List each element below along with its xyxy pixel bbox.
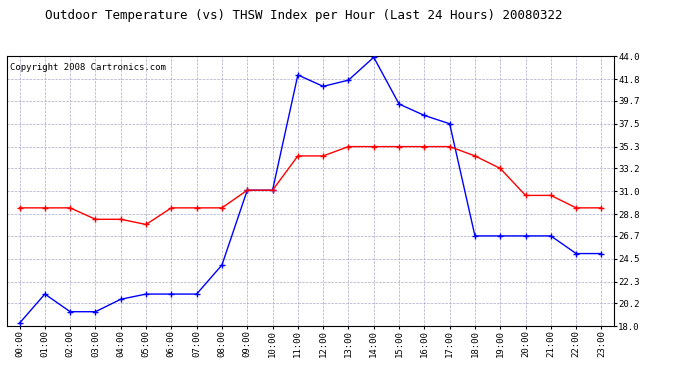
Text: Copyright 2008 Cartronics.com: Copyright 2008 Cartronics.com xyxy=(10,63,166,72)
Text: Outdoor Temperature (vs) THSW Index per Hour (Last 24 Hours) 20080322: Outdoor Temperature (vs) THSW Index per … xyxy=(45,9,562,22)
